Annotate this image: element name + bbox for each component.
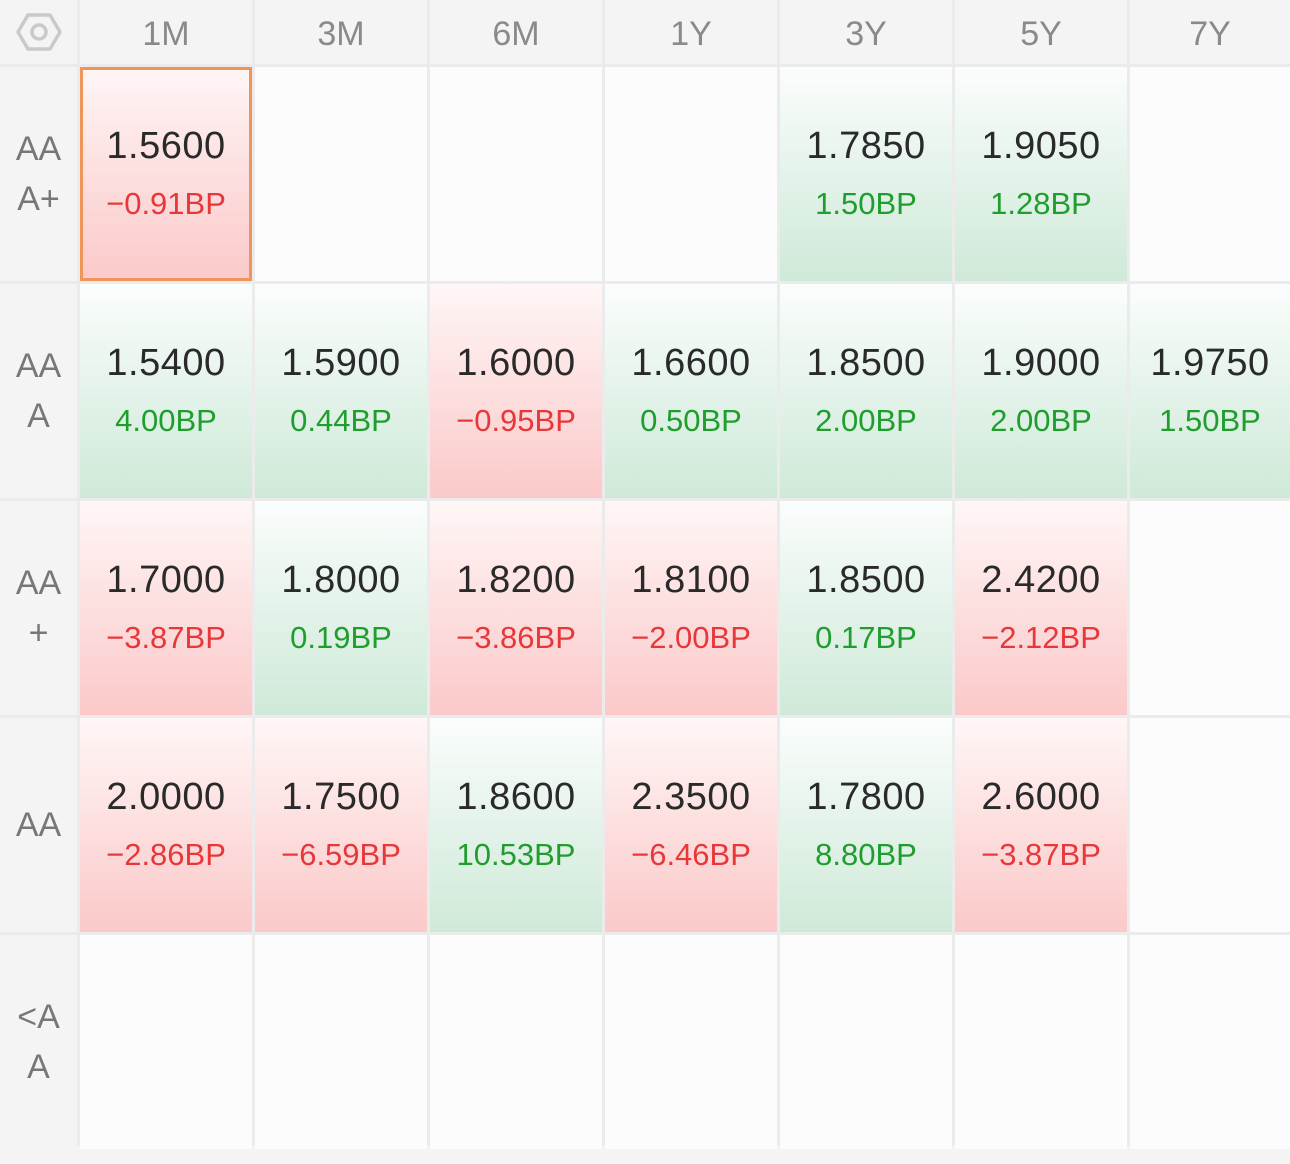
yield-change: 4.00BP <box>115 403 217 438</box>
yield-cell[interactable]: 1.7800 8.80BP <box>780 718 952 932</box>
yield-change: 2.00BP <box>815 403 917 438</box>
yield-cell[interactable]: 1.8100 −2.00BP <box>605 501 777 715</box>
yield-rate: 1.9000 <box>981 342 1101 384</box>
column-header-3y[interactable]: 3Y <box>780 0 952 64</box>
yield-cell[interactable]: 1.9750 1.50BP <box>1130 284 1290 498</box>
yield-rate: 1.7500 <box>281 776 401 818</box>
yield-change: −3.86BP <box>456 620 576 655</box>
empty-cell[interactable] <box>430 67 602 281</box>
empty-cell[interactable] <box>255 935 427 1149</box>
yield-cell[interactable]: 1.8600 10.53BP <box>430 718 602 932</box>
yield-change: −6.59BP <box>281 837 401 872</box>
empty-cell[interactable] <box>605 935 777 1149</box>
yield-rate: 2.0000 <box>106 776 226 818</box>
yield-rate: 2.4200 <box>981 559 1101 601</box>
row-header-aaa+: AAA+ <box>0 67 77 281</box>
yield-rate: 1.6600 <box>631 342 751 384</box>
yield-change: 1.28BP <box>990 186 1092 221</box>
yield-rate: 1.8500 <box>806 559 926 601</box>
yield-rate: 2.3500 <box>631 776 751 818</box>
yield-cell[interactable]: 1.8000 0.19BP <box>255 501 427 715</box>
yield-change: −0.95BP <box>456 403 576 438</box>
yield-rate: 1.8000 <box>281 559 401 601</box>
yield-cell[interactable]: 2.0000 −2.86BP <box>80 718 252 932</box>
yield-cell[interactable]: 1.6000 −0.95BP <box>430 284 602 498</box>
yield-rate: 1.9750 <box>1150 342 1270 384</box>
yield-cell[interactable]: 1.5600 −0.91BP <box>80 67 252 281</box>
yield-cell[interactable]: 1.8200 −3.86BP <box>430 501 602 715</box>
yield-rate: 1.5400 <box>106 342 226 384</box>
yield-rate: 1.7800 <box>806 776 926 818</box>
empty-cell[interactable] <box>1130 501 1290 715</box>
row-header-aa+: AA+ <box>0 501 77 715</box>
yield-rate: 1.8100 <box>631 559 751 601</box>
yield-cell[interactable]: 1.7000 −3.87BP <box>80 501 252 715</box>
yield-cell[interactable]: 1.6600 0.50BP <box>605 284 777 498</box>
empty-cell[interactable] <box>955 935 1127 1149</box>
yield-cell[interactable]: 2.6000 −3.87BP <box>955 718 1127 932</box>
yield-rate: 1.5900 <box>281 342 401 384</box>
yield-rate: 1.9050 <box>981 125 1101 167</box>
yield-change: −6.46BP <box>631 837 751 872</box>
empty-cell[interactable] <box>80 935 252 1149</box>
yield-rate: 1.6000 <box>456 342 576 384</box>
yield-change: −0.91BP <box>106 186 226 221</box>
yield-change: −2.12BP <box>981 620 1101 655</box>
yield-change: 0.19BP <box>290 620 392 655</box>
yield-change: 0.50BP <box>640 403 742 438</box>
yield-cell[interactable]: 1.9050 1.28BP <box>955 67 1127 281</box>
empty-cell[interactable] <box>1130 718 1290 932</box>
empty-cell[interactable] <box>430 935 602 1149</box>
yield-change: −3.87BP <box>106 620 226 655</box>
yield-rate: 1.7850 <box>806 125 926 167</box>
yield-cell[interactable]: 1.9000 2.00BP <box>955 284 1127 498</box>
row-header-aaa: AAA <box>0 284 77 498</box>
yield-cell[interactable]: 2.3500 −6.46BP <box>605 718 777 932</box>
yield-change: 10.53BP <box>456 837 576 872</box>
yield-cell[interactable]: 2.4200 −2.12BP <box>955 501 1127 715</box>
yield-change: 8.80BP <box>815 837 917 872</box>
yield-change: 0.17BP <box>815 620 917 655</box>
yield-cell[interactable]: 1.8500 0.17BP <box>780 501 952 715</box>
column-header-3m[interactable]: 3M <box>255 0 427 64</box>
column-header-5y[interactable]: 5Y <box>955 0 1127 64</box>
row-header-lt-aa: <AA <box>0 935 77 1149</box>
yield-cell[interactable]: 1.5400 4.00BP <box>80 284 252 498</box>
yield-change: 1.50BP <box>1159 403 1261 438</box>
yield-cell[interactable]: 1.7500 −6.59BP <box>255 718 427 932</box>
empty-cell[interactable] <box>1130 935 1290 1149</box>
empty-cell[interactable] <box>780 935 952 1149</box>
yield-rate: 1.7000 <box>106 559 226 601</box>
row-header-aa: AA <box>0 718 77 932</box>
column-header-1m[interactable]: 1M <box>80 0 252 64</box>
yield-change: −3.87BP <box>981 837 1101 872</box>
empty-cell[interactable] <box>605 67 777 281</box>
settings-hexagon-icon[interactable] <box>15 12 62 52</box>
yield-cell[interactable]: 1.8500 2.00BP <box>780 284 952 498</box>
yield-change: −2.00BP <box>631 620 751 655</box>
yield-change: −2.86BP <box>106 837 226 872</box>
yield-rate: 2.6000 <box>981 776 1101 818</box>
column-header-7y[interactable]: 7Y <box>1130 0 1290 64</box>
yield-rate: 1.8200 <box>456 559 576 601</box>
yield-rate: 1.8600 <box>456 776 576 818</box>
yield-cell[interactable]: 1.5900 0.44BP <box>255 284 427 498</box>
settings-corner[interactable] <box>0 0 77 64</box>
empty-cell[interactable] <box>255 67 427 281</box>
empty-cell[interactable] <box>1130 67 1290 281</box>
column-header-1y[interactable]: 1Y <box>605 0 777 64</box>
yield-change: 1.50BP <box>815 186 917 221</box>
column-header-6m[interactable]: 6M <box>430 0 602 64</box>
yield-cell[interactable]: 1.7850 1.50BP <box>780 67 952 281</box>
yield-rate: 1.8500 <box>806 342 926 384</box>
yield-rate: 1.5600 <box>106 125 226 167</box>
yield-change: 2.00BP <box>990 403 1092 438</box>
yield-change: 0.44BP <box>290 403 392 438</box>
